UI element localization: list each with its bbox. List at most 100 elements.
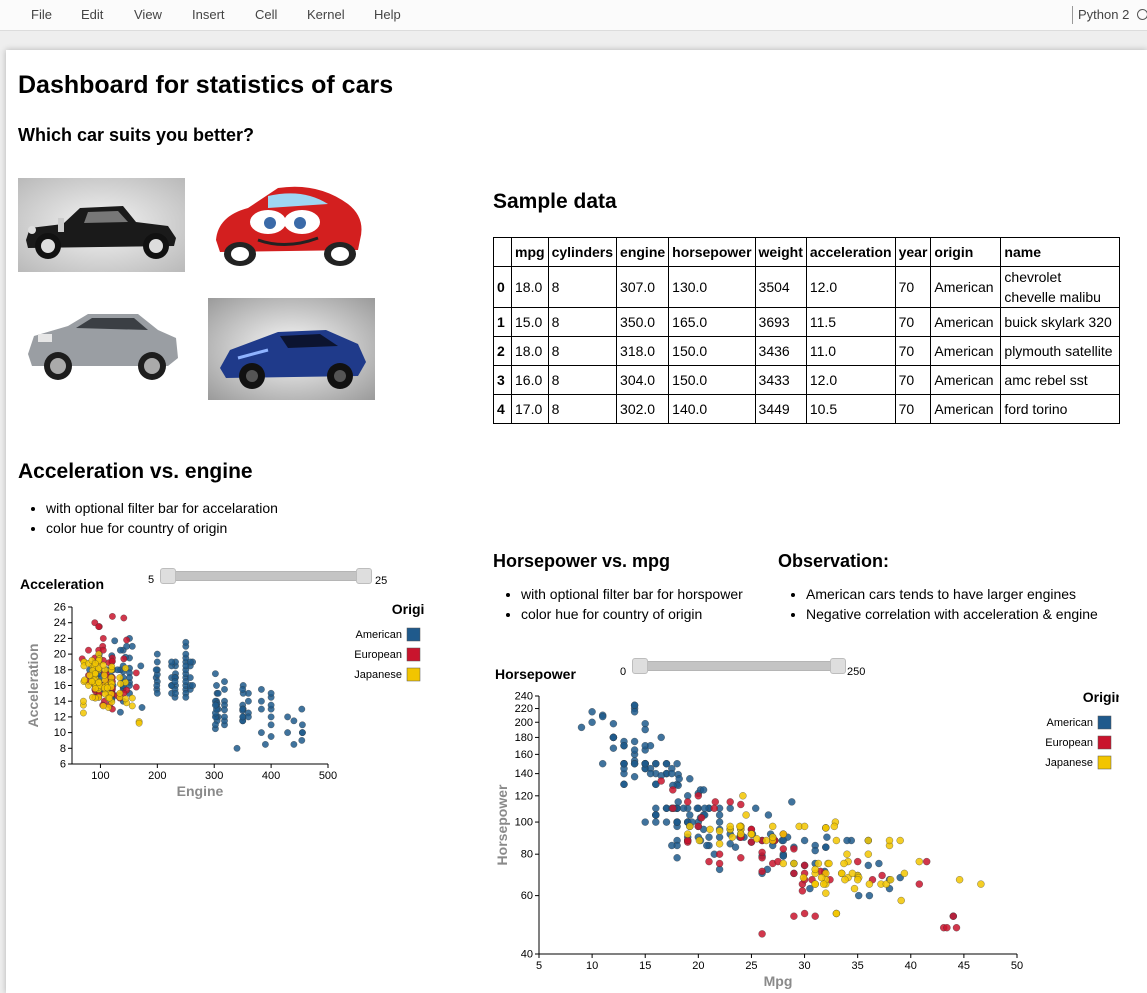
menu-insert[interactable]: Insert (192, 7, 225, 22)
table-header-row: mpg cylinders engine horsepower weight a… (493, 237, 1121, 267)
data-point-japanese (779, 859, 787, 868)
data-point-japanese (706, 825, 714, 834)
data-point-european (694, 822, 702, 831)
data-point-european (952, 924, 961, 932)
y-tick-label: 60 (521, 890, 533, 902)
data-point-american (652, 811, 660, 819)
data-point-japanese (769, 822, 777, 831)
data-point-american (262, 741, 269, 748)
data-point-japanese (91, 685, 99, 692)
data-point-american (673, 760, 681, 768)
acceleration-slider-min-handle[interactable] (160, 568, 176, 584)
data-point-american (715, 833, 724, 841)
data-point-american (752, 804, 760, 812)
data-point-japanese (128, 694, 136, 702)
row-index: 0 (493, 266, 512, 308)
table-cell: 318.0 (616, 336, 670, 366)
y-tick-label: 6 (60, 759, 66, 771)
data-point-japanese (822, 889, 830, 897)
menu-view[interactable]: View (134, 7, 162, 22)
data-point-japanese (103, 684, 111, 692)
menu-cell[interactable]: Cell (255, 7, 278, 22)
data-point-european (669, 786, 677, 794)
data-point-american (239, 686, 247, 693)
data-point-american (299, 729, 306, 736)
data-point-american (646, 769, 655, 778)
data-point-japanese (897, 896, 905, 905)
data-point-american (675, 775, 683, 783)
table-cell: buick skylark 320 (1000, 307, 1121, 337)
legend-swatch (406, 667, 421, 682)
data-point-american (652, 780, 660, 788)
menu-help[interactable]: Help (374, 7, 401, 22)
kernel-name[interactable]: Python 2 (1078, 7, 1130, 22)
data-point-american (630, 760, 639, 768)
data-point-american (221, 713, 228, 721)
table-row: 2 18.0 8 318.0 150.0 3436 11.0 70 American plymou… (493, 336, 1121, 366)
data-point-american (822, 843, 830, 851)
x-tick-label: 35 (852, 960, 864, 972)
horsepower-slider-max-handle[interactable] (830, 658, 846, 674)
data-point-american (620, 780, 628, 788)
data-point-european (132, 669, 140, 677)
data-point-american (182, 662, 190, 670)
menu-kernel[interactable]: Kernel (307, 7, 345, 22)
x-tick-label: 5 (536, 960, 542, 972)
column-header: acceleration (805, 237, 896, 267)
data-point-american (599, 712, 607, 721)
data-point-japanese (116, 689, 124, 697)
acceleration-slider-max-handle[interactable] (356, 568, 372, 584)
acceleration-section-title: Acceleration vs. engine (18, 460, 253, 483)
data-point-american (245, 713, 252, 721)
legend-swatch (1097, 715, 1112, 730)
x-tick-label: 200 (148, 770, 166, 782)
data-point-japanese (838, 869, 846, 878)
table-cell: 3433 (754, 365, 807, 395)
acceleration-slider-track[interactable] (166, 571, 371, 581)
menu-bar: File Edit View Insert Cell Kernel Help P… (0, 0, 1147, 31)
data-point-american (693, 804, 701, 812)
data-point-japanese (896, 836, 904, 845)
data-point-japanese (830, 822, 838, 831)
x-tick-label: 20 (692, 960, 704, 972)
data-point-european (710, 804, 718, 812)
x-tick-label: 25 (745, 960, 757, 972)
data-point-american (114, 666, 121, 674)
data-point-japanese (885, 836, 894, 845)
data-point-european (705, 857, 713, 866)
column-header: weight (754, 237, 807, 267)
data-point-american (715, 818, 724, 826)
data-point-japanese (900, 869, 909, 878)
horsepower-slider-max: 250 (847, 666, 866, 678)
data-point-american (212, 721, 219, 729)
x-tick-label: 100 (91, 770, 109, 782)
data-point-american (128, 642, 136, 650)
legend-label: American (356, 629, 402, 641)
kernel-status-icon (1137, 9, 1147, 20)
table-cell: 304.0 (616, 365, 670, 395)
data-point-european (758, 867, 766, 876)
horsepower-slider-track[interactable] (638, 661, 841, 671)
row-index: 1 (493, 307, 512, 337)
data-point-american (245, 697, 252, 705)
table-cell: 130.0 (668, 266, 756, 308)
data-point-american (588, 718, 596, 726)
data-point-american (620, 760, 628, 768)
legend-label: Japanese (1045, 757, 1093, 769)
data-point-american (284, 729, 291, 736)
data-point-japanese (122, 664, 129, 672)
data-point-japanese (977, 880, 985, 888)
sports-car-image (208, 298, 375, 400)
observation-bullets: American cars tends to have larger engin… (778, 584, 1098, 624)
data-point-american (126, 674, 133, 681)
data-point-european (715, 859, 724, 868)
data-point-american (779, 836, 787, 845)
menu-edit[interactable]: Edit (81, 7, 104, 22)
data-point-japanese (135, 719, 143, 727)
data-point-american (662, 760, 671, 768)
table-cell: 3504 (754, 266, 807, 308)
y-tick-label: 24 (54, 617, 66, 629)
data-point-american (182, 650, 190, 658)
horsepower-slider-min-handle[interactable] (632, 658, 648, 674)
menu-file[interactable]: File (31, 7, 52, 22)
